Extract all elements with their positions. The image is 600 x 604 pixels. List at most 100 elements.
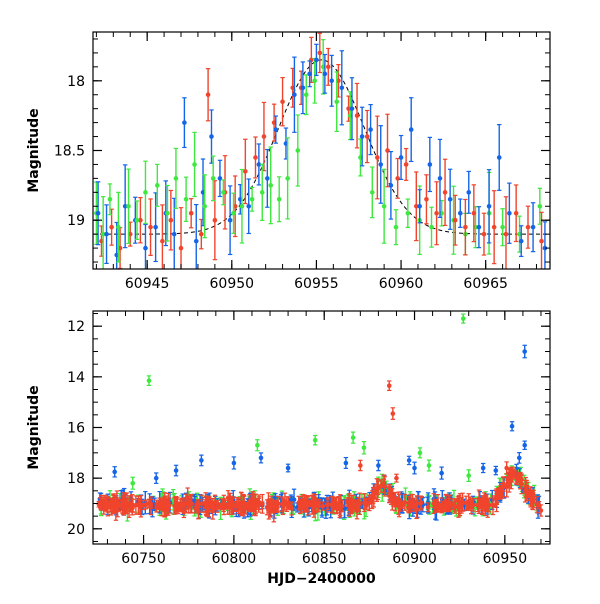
plot-area bbox=[93, 32, 550, 269]
x-tick-label: 60850 bbox=[302, 551, 347, 567]
data-point-blue bbox=[182, 97, 187, 149]
data-point-red bbox=[425, 502, 431, 513]
data-point-green bbox=[417, 447, 423, 459]
data-point-blue bbox=[199, 454, 204, 467]
data-point-red bbox=[196, 498, 202, 509]
data-point-red bbox=[148, 198, 153, 256]
data-point-red bbox=[205, 68, 211, 122]
data-point-red bbox=[188, 198, 194, 229]
data-point-green bbox=[143, 160, 148, 225]
data-point-green bbox=[303, 74, 309, 116]
data-point-red bbox=[525, 205, 531, 249]
data-point-green bbox=[183, 176, 189, 223]
data-point-red bbox=[418, 496, 424, 509]
data-point-blue bbox=[256, 143, 262, 186]
data-point-green bbox=[249, 186, 255, 212]
data-point-blue bbox=[307, 60, 312, 88]
data-point-red bbox=[493, 489, 499, 508]
data-point-green bbox=[192, 131, 197, 198]
data-point-red bbox=[317, 32, 323, 74]
data-point-red bbox=[394, 473, 399, 483]
data-point-red bbox=[356, 499, 361, 510]
data-point-blue bbox=[496, 124, 502, 191]
data-point-red bbox=[211, 503, 216, 510]
x-tick-label: 60800 bbox=[212, 551, 257, 567]
data-point-green bbox=[369, 166, 375, 219]
data-point-red bbox=[442, 158, 448, 227]
data-point-red bbox=[463, 495, 469, 511]
data-point-blue bbox=[292, 56, 297, 133]
y-tick-label: 20 bbox=[67, 522, 85, 538]
data-point-blue bbox=[530, 202, 536, 253]
data-point-green bbox=[350, 431, 356, 444]
data-point-green bbox=[173, 147, 179, 209]
data-point-green bbox=[107, 183, 113, 216]
data-point-red bbox=[124, 498, 130, 511]
data-point-green bbox=[116, 191, 121, 263]
data-point-red bbox=[253, 136, 258, 179]
data-point-red bbox=[511, 468, 517, 478]
data-point-red bbox=[97, 497, 103, 509]
data-point-green bbox=[312, 434, 318, 446]
data-point-blue bbox=[412, 461, 417, 475]
data-point-green bbox=[500, 208, 505, 247]
x-axis-title: HJD−2400000 bbox=[267, 571, 376, 587]
data-point-green bbox=[268, 146, 274, 225]
data-point-red bbox=[284, 496, 290, 513]
data-point-green bbox=[537, 187, 543, 225]
data-point-red bbox=[358, 459, 363, 472]
data-point-green bbox=[130, 476, 136, 490]
data-point-red bbox=[320, 501, 326, 511]
data-point-red bbox=[245, 502, 250, 509]
data-point-green bbox=[146, 375, 152, 387]
data-point-green bbox=[361, 440, 367, 455]
data-point-red bbox=[397, 498, 402, 508]
data-point-blue bbox=[408, 97, 414, 163]
data-point-red bbox=[173, 495, 179, 511]
data-point-red bbox=[386, 380, 392, 392]
y-tick-label: 18 bbox=[67, 74, 85, 90]
data-point-green bbox=[276, 176, 282, 223]
data-point-red bbox=[178, 207, 184, 269]
data-point-red bbox=[192, 503, 198, 514]
data-point-green bbox=[231, 192, 236, 234]
data-point-red bbox=[470, 498, 476, 512]
data-point-red bbox=[504, 461, 509, 475]
y-axis-title: Magnitude bbox=[26, 385, 42, 469]
data-point-red bbox=[364, 109, 370, 164]
data-point-red bbox=[371, 487, 377, 508]
x-tick-label: 60960 bbox=[379, 276, 424, 292]
data-point-red bbox=[459, 496, 464, 514]
x-tick-label: 60965 bbox=[463, 276, 508, 292]
data-point-blue bbox=[258, 452, 264, 464]
data-point-blue bbox=[143, 223, 148, 269]
data-point-red bbox=[467, 496, 473, 508]
data-point-blue bbox=[507, 182, 512, 244]
data-point-blue bbox=[349, 77, 355, 141]
data-point-red bbox=[395, 157, 400, 199]
data-point-red bbox=[205, 498, 210, 518]
data-point-green bbox=[393, 209, 399, 246]
data-point-green bbox=[202, 174, 208, 239]
data-point-red bbox=[324, 497, 330, 513]
data-point-red bbox=[354, 82, 360, 149]
data-point-red bbox=[539, 211, 544, 269]
data-point-blue bbox=[518, 225, 524, 258]
data-point-blue bbox=[322, 53, 328, 94]
data-point-blue bbox=[457, 198, 463, 229]
data-point-red bbox=[199, 218, 204, 250]
data-point-blue bbox=[476, 206, 482, 249]
data-point-red bbox=[538, 504, 544, 517]
data-point-blue bbox=[480, 462, 486, 474]
x-tick-label: 60955 bbox=[294, 276, 339, 292]
data-point-red bbox=[411, 497, 416, 512]
data-point-blue bbox=[112, 466, 117, 478]
data-point-red bbox=[337, 498, 342, 519]
data-point-blue bbox=[417, 189, 422, 224]
data-point-red bbox=[228, 497, 234, 508]
data-point-blue bbox=[509, 421, 515, 432]
data-point-red bbox=[280, 76, 285, 127]
data-point-blue bbox=[153, 472, 159, 484]
data-point-blue bbox=[427, 136, 433, 193]
